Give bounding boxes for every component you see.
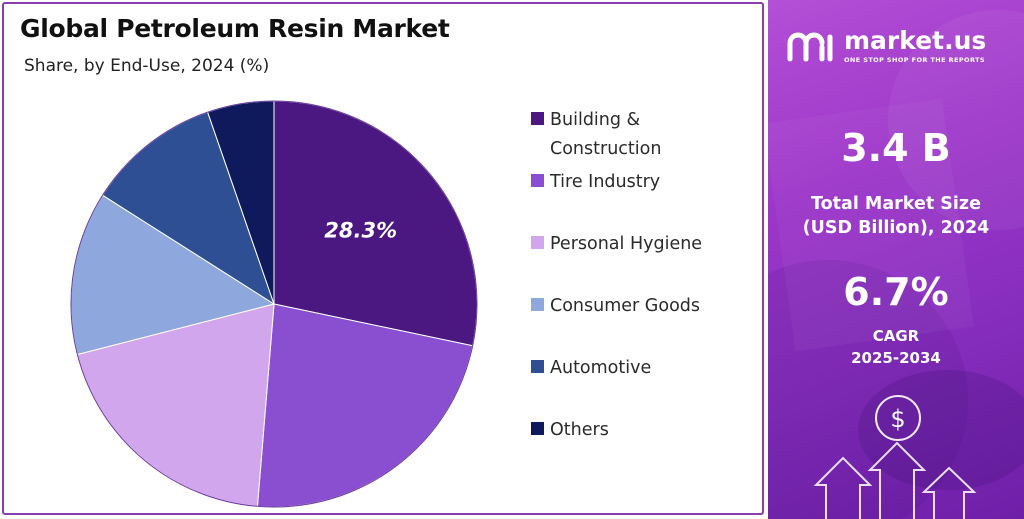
market-size-label-line1: Total Market Size [811, 194, 981, 214]
legend-label-building-construction-line1: Building & [550, 110, 641, 130]
legend-item-consumer-goods: Consumer Goods [531, 292, 700, 321]
legend-swatch-tire-industry [531, 174, 544, 187]
legend-swatch-building-construction [531, 112, 544, 125]
pie-chart: 28.3% [70, 100, 478, 508]
growth-arrows-icon: $ [813, 395, 977, 519]
legend-item-tire-industry: Tire Industry [531, 168, 660, 197]
brand-tagline: ONE STOP SHOP FOR THE REPORTS [844, 56, 985, 64]
cagr-label: CAGR [872, 327, 920, 345]
legend-item-automotive: Automotive [531, 354, 651, 383]
chart-title: Global Petroleum Resin Market [20, 14, 450, 43]
legend-swatch-automotive [531, 360, 544, 373]
legend-label-tire-industry: Tire Industry [550, 172, 661, 192]
pie-outline [70, 100, 478, 508]
stats-panel: market.us ONE STOP SHOP FOR THE REPORTS … [768, 0, 1024, 519]
legend-swatch-others [531, 422, 544, 435]
decorative-background [768, 10, 1024, 519]
chart-subtitle: Share, by End-Use, 2024 (%) [24, 56, 270, 76]
market-size-label-line2: (USD Billion), 2024 [802, 218, 990, 238]
market-size-value: 3.4 B [841, 126, 951, 170]
legend-label-consumer-goods: Consumer Goods [550, 296, 700, 316]
market-us-logo-icon [787, 32, 833, 62]
legend-label-others: Others [550, 420, 609, 440]
brand: market.us ONE STOP SHOP FOR THE REPORTS [786, 28, 986, 64]
cagr-period: 2025-2034 [851, 349, 941, 367]
legend-label-building-construction-line2: Construction [550, 139, 662, 159]
chart-card: Global Petroleum Resin Market Share, by … [2, 2, 764, 515]
data-label-building-construction: 28.3% [324, 219, 397, 243]
legend-item-personal-hygiene: Personal Hygiene [531, 230, 702, 259]
brand-name: market.us [844, 26, 987, 55]
legend-swatch-consumer-goods [531, 298, 544, 311]
cagr-value: 6.7% [843, 270, 949, 314]
legend-item-others: Others [531, 416, 609, 445]
dollar-icon: $ [890, 405, 905, 433]
legend-label-automotive: Automotive [550, 358, 652, 378]
legend-item-building-construction: Building & Construction [531, 106, 661, 164]
legend-swatch-personal-hygiene [531, 236, 544, 249]
legend-label-personal-hygiene: Personal Hygiene [550, 234, 703, 254]
